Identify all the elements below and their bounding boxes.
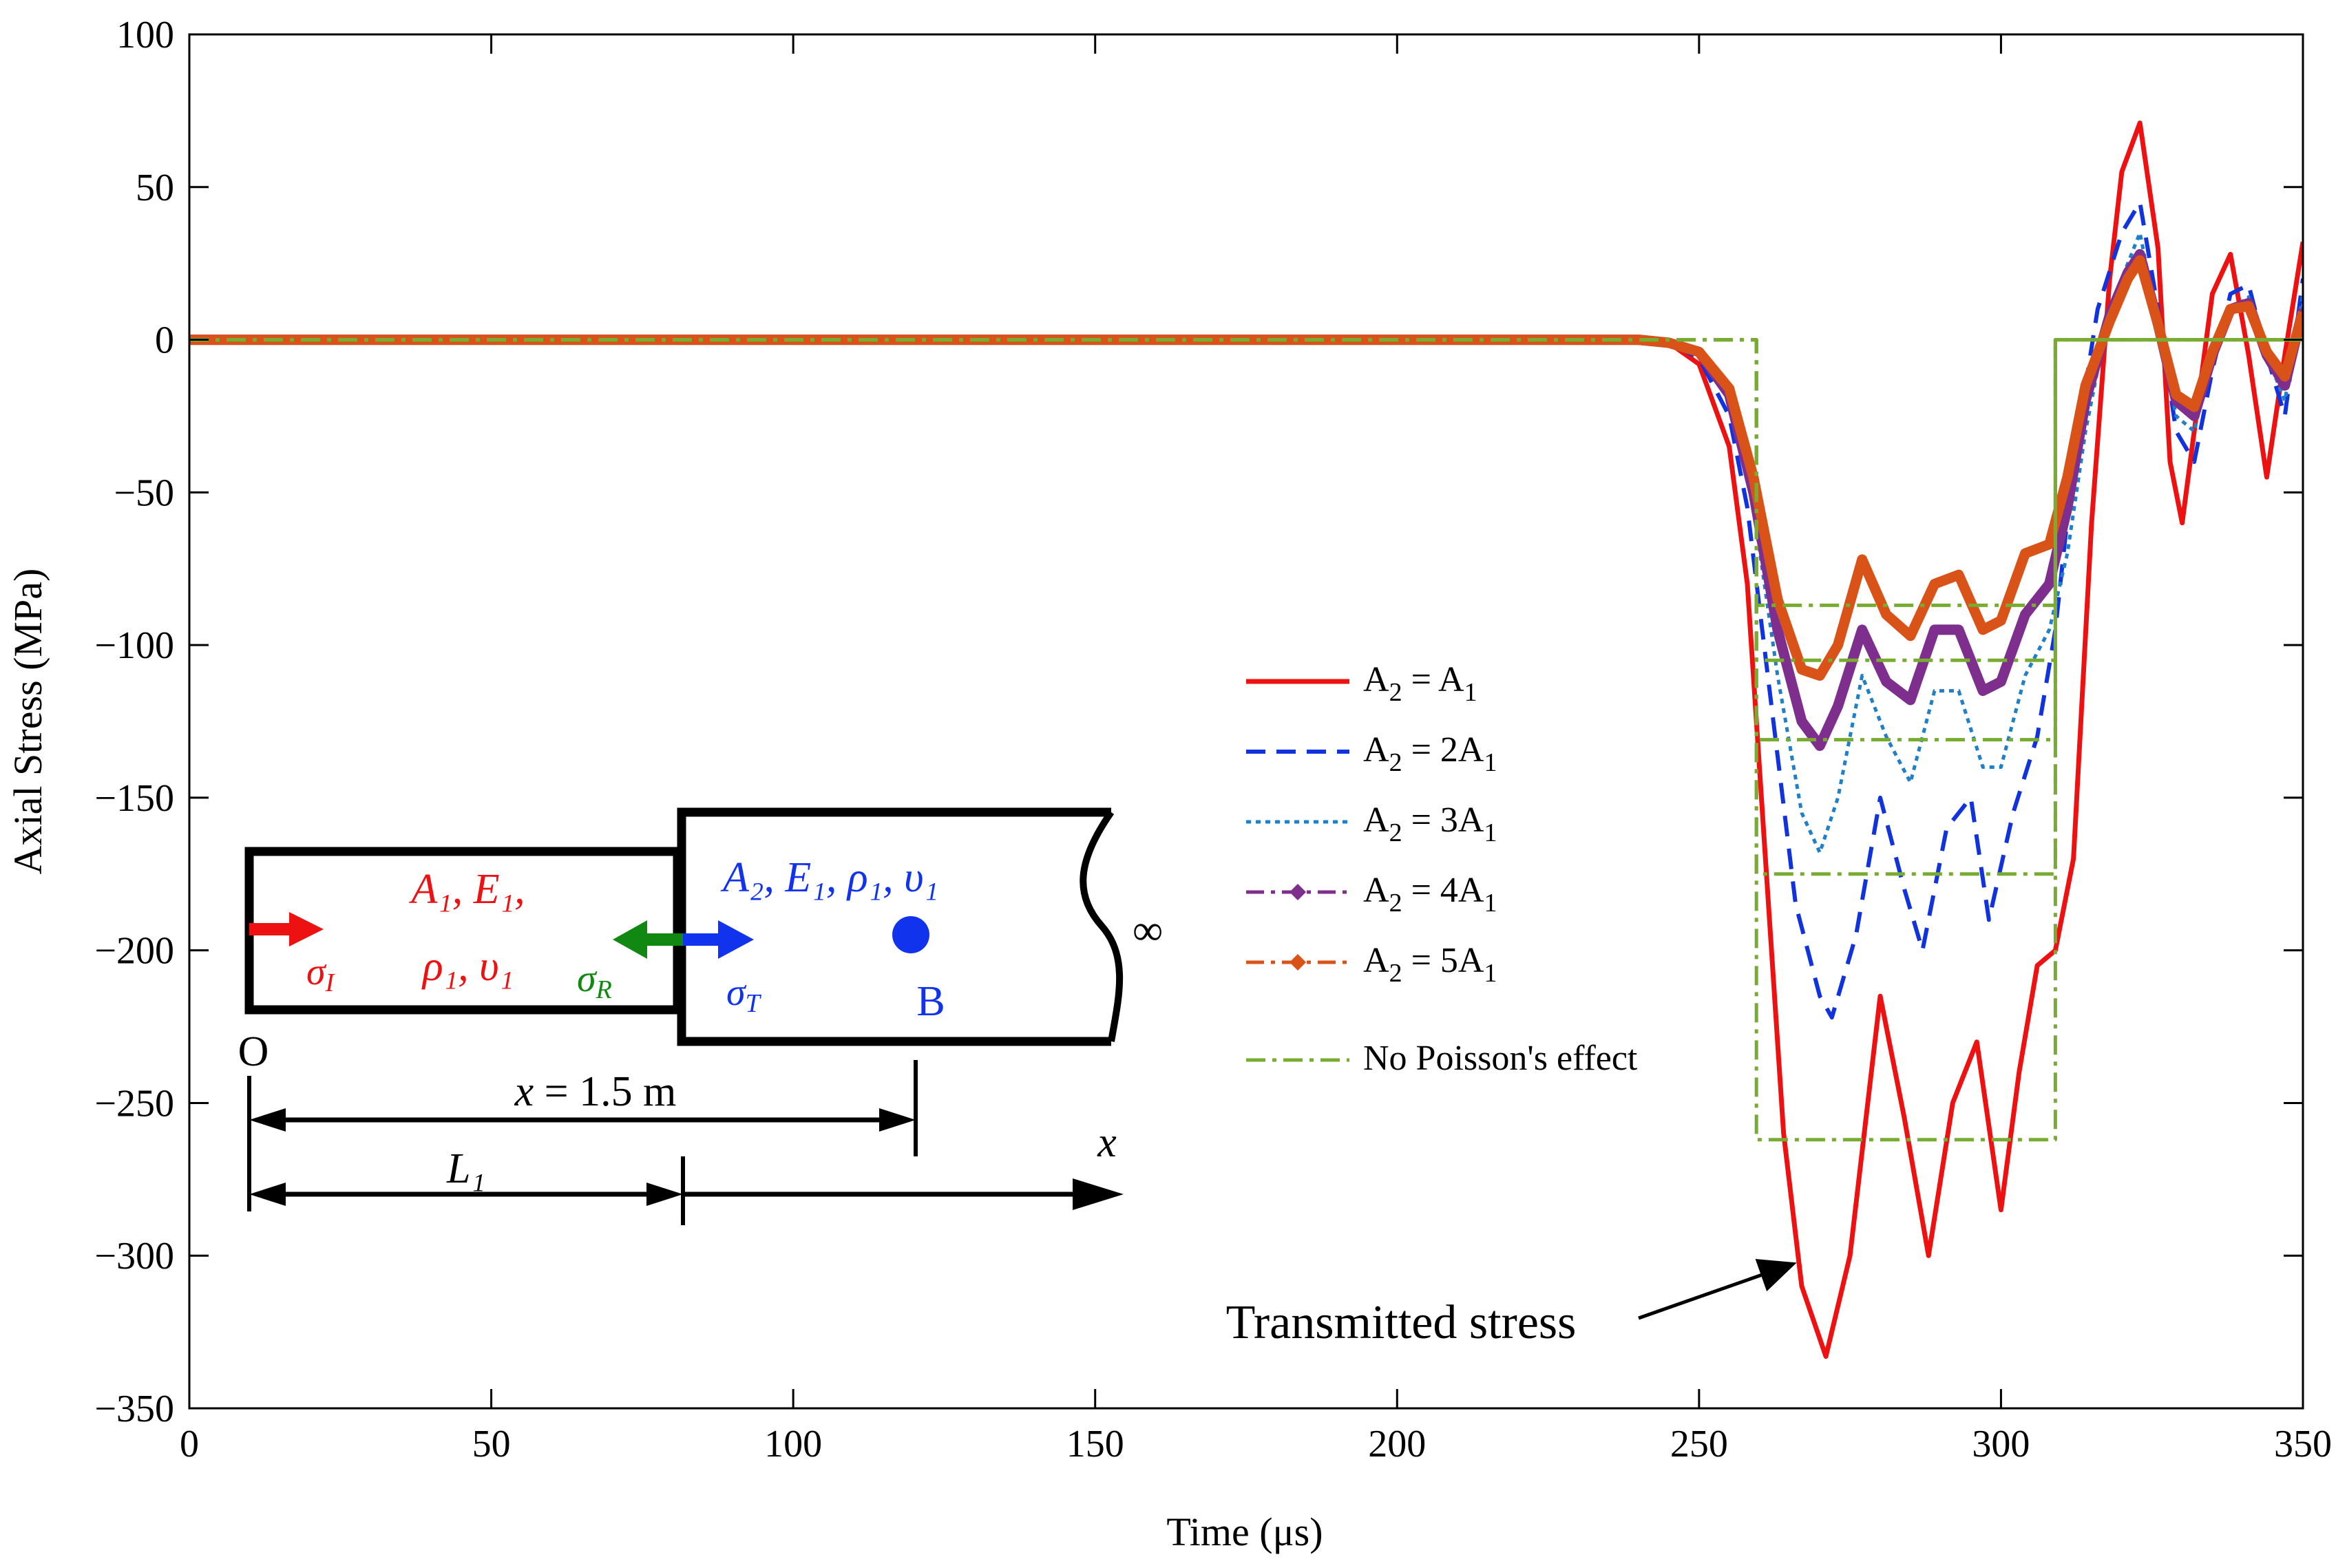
distance-arrow-right-icon (879, 1108, 916, 1132)
legend-label-2: A2 = 2A1 (1363, 730, 1497, 777)
y-tick-label: −350 (94, 1388, 174, 1430)
length-label: L₁ (446, 1145, 485, 1192)
origin-label: O (238, 1028, 269, 1075)
bar-cut-line (1080, 810, 1124, 1042)
bar1-properties-line1: A₁, E₁, (408, 866, 525, 913)
point-b-marker (892, 916, 929, 953)
bar-schematic: A₁, E₁, ρ₁, υ₁ A₂, E₁, ρ₁, υ₁ σI σR σT B… (238, 807, 1163, 1225)
x-axis-label: x (1097, 1119, 1117, 1166)
x-tick-label: 200 (1368, 1423, 1426, 1465)
x-tick-label: 100 (764, 1423, 822, 1465)
legend-label-4: A2 = 4A1 (1363, 871, 1497, 918)
y-tick-label: −50 (114, 472, 174, 514)
x-axis-title: Time (μs) (1166, 1509, 1323, 1554)
y-axis-title: Axial Stress (MPa) (6, 569, 50, 875)
y-tick-label: −200 (94, 930, 174, 973)
y-tick-label: 50 (136, 167, 174, 209)
x-tick-label: 150 (1066, 1423, 1124, 1465)
infinity-symbol: ∞ (1133, 907, 1163, 954)
plot-frame (188, 33, 2304, 1410)
y-tick-label: −100 (94, 624, 174, 667)
x-tick-label: 250 (1670, 1423, 1728, 1465)
legend-marker-5 (1290, 954, 1306, 971)
legend-label-5: A2 = 5A1 (1363, 941, 1497, 988)
legend-background (1225, 650, 1714, 1091)
x-tick-label: 0 (180, 1423, 199, 1465)
transmitter-bar (677, 807, 1111, 1046)
y-tick-label: 100 (116, 14, 174, 56)
reflected-arrow-icon (613, 920, 647, 959)
point-b-label: B (916, 978, 945, 1025)
incident-arrow-icon (289, 912, 324, 946)
y-tick-label: −250 (94, 1082, 174, 1125)
transmitted-stress-annotation: Transmitted stress (1226, 1258, 1797, 1349)
bar1-properties-line2: ρ₁, υ₁ (421, 943, 514, 990)
x-tick-label: 300 (1972, 1423, 2030, 1465)
x-tick-label: 350 (2274, 1423, 2332, 1465)
x-axis-arrow-icon (1073, 1178, 1124, 1210)
tick-layer: 0 50 100 150 200 250 300 350 100 50 0 −50 −100 −150 −2… (94, 14, 2332, 1465)
series-line-5 (189, 255, 2303, 681)
y-tick-label: 0 (155, 319, 174, 362)
legend-label-6: No Poisson's effect (1363, 1039, 1638, 1078)
y-tick-label: −150 (94, 777, 174, 820)
legend-samples (1246, 679, 1349, 1062)
transmitted-arrow-icon (718, 920, 754, 959)
annotation-arrow (1638, 1258, 1797, 1320)
legend-label-1: A2 = A1 (1363, 660, 1477, 707)
length-arrow-right-icon (646, 1183, 683, 1206)
annotation-label: Transmitted stress (1226, 1296, 1577, 1349)
y-tick-label: −300 (94, 1235, 174, 1278)
length-arrow-left-icon (249, 1183, 286, 1206)
legend-label-3: A2 = 3A1 (1363, 801, 1497, 847)
series-layer (189, 120, 2303, 1359)
distance-arrow-left-icon (249, 1108, 286, 1132)
x-tick-label: 50 (472, 1423, 511, 1465)
bar2-properties: A₂, E₁, ρ₁, υ₁ (720, 854, 938, 901)
distance-label: x = 1.5 m (514, 1068, 677, 1115)
legend-marker-4 (1290, 884, 1306, 900)
series-line-10 (189, 338, 2303, 607)
legend: A2 = A1 A2 = 2A1 A2 = 3A1 A2 = 4A1 A2 = … (1225, 650, 1714, 1091)
